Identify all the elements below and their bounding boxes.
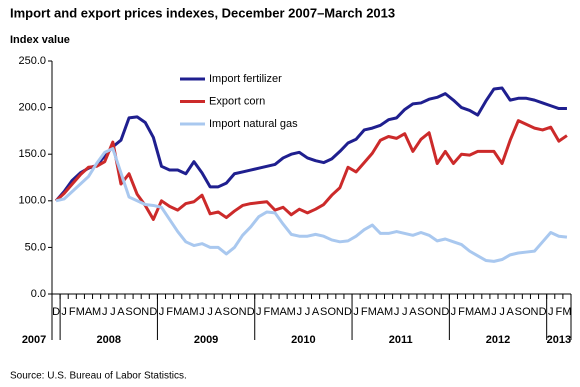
year-label: 2008 xyxy=(97,334,121,346)
x-tick-label: F xyxy=(166,306,173,318)
x-tick-label: N xyxy=(141,306,149,318)
x-tick-label: N xyxy=(433,306,441,318)
x-tick-label: O xyxy=(522,306,531,318)
x-tick-label: O xyxy=(327,306,336,318)
source-note: Source: U.S. Bureau of Labor Statistics. xyxy=(10,371,187,382)
x-tick-label: F xyxy=(458,306,465,318)
year-label: 2013 xyxy=(547,334,571,346)
x-tick-label: D xyxy=(344,306,352,318)
x-tick-label: A xyxy=(507,306,515,318)
x-tick-label: A xyxy=(312,306,320,318)
x-tick-label: N xyxy=(336,306,344,318)
y-axis-label: Index value xyxy=(10,34,70,46)
x-tick-label: M xyxy=(189,306,198,318)
x-tick-label: J xyxy=(159,306,165,318)
x-tick-label: M xyxy=(270,306,279,318)
x-tick-label: J xyxy=(256,306,262,318)
series-line xyxy=(54,86,567,202)
x-tick-label: O xyxy=(425,306,434,318)
x-tick-label: A xyxy=(474,306,482,318)
y-tick-label: 150.0 xyxy=(18,148,46,160)
x-tick-label: A xyxy=(85,306,93,318)
x-tick-label: O xyxy=(133,306,142,318)
legend-label: Import natural gas xyxy=(209,118,298,130)
series-line xyxy=(55,119,568,221)
y-tick-label: 250.0 xyxy=(18,55,46,67)
x-tick-label: A xyxy=(117,306,125,318)
x-tick-label: J xyxy=(394,306,400,318)
x-tick-label: J xyxy=(297,306,303,318)
x-tick-label: D xyxy=(539,306,547,318)
x-tick-label: F xyxy=(555,306,562,318)
x-tick-label: M xyxy=(562,306,571,318)
x-tick-label: D xyxy=(149,306,157,318)
x-tick-label: J xyxy=(61,306,67,318)
x-tick-label: N xyxy=(531,306,539,318)
x-tick-label: M xyxy=(287,306,296,318)
x-tick-label: A xyxy=(409,306,417,318)
x-tick-label: A xyxy=(377,306,385,318)
x-tick-label: S xyxy=(515,306,522,318)
y-tick-label: 50.0 xyxy=(25,241,46,253)
year-label: 2012 xyxy=(486,334,510,346)
x-tick-label: S xyxy=(417,306,424,318)
y-tick-label: 100.0 xyxy=(18,195,46,207)
x-tick-label: D xyxy=(52,306,60,318)
year-label: 2011 xyxy=(389,334,413,346)
x-tick-label: J xyxy=(548,306,554,318)
x-tick-label: F xyxy=(264,306,271,318)
chart-title: Import and export prices indexes, Decemb… xyxy=(10,5,395,20)
x-tick-label: J xyxy=(491,306,497,318)
x-tick-label: M xyxy=(384,306,393,318)
x-tick-label: J xyxy=(102,306,108,318)
x-tick-label: S xyxy=(320,306,327,318)
x-tick-label: J xyxy=(207,306,213,318)
legend-label: Import fertilizer xyxy=(209,73,282,85)
x-tick-label: J xyxy=(451,306,457,318)
x-tick-label: M xyxy=(465,306,474,318)
x-tick-label: D xyxy=(441,306,449,318)
x-tick-label: F xyxy=(361,306,368,318)
x-tick-label: A xyxy=(279,306,287,318)
x-tick-label: J xyxy=(353,306,359,318)
x-tick-label: M xyxy=(173,306,182,318)
x-tick-label: M xyxy=(368,306,377,318)
x-tick-label: J xyxy=(402,306,408,318)
year-label: 2010 xyxy=(291,334,315,346)
x-tick-label: A xyxy=(215,306,223,318)
x-tick-label: J xyxy=(199,306,205,318)
x-tick-label: S xyxy=(125,306,132,318)
x-tick-label: M xyxy=(76,306,85,318)
x-tick-label: F xyxy=(69,306,76,318)
x-tick-label: A xyxy=(182,306,190,318)
x-tick-label: D xyxy=(247,306,255,318)
x-tick-label: S xyxy=(223,306,230,318)
y-tick-label: 200.0 xyxy=(18,102,46,114)
x-tick-label: J xyxy=(305,306,311,318)
year-label: 2007 xyxy=(22,334,46,346)
x-tick-label: O xyxy=(230,306,239,318)
y-tick-label: 0.0 xyxy=(31,288,46,300)
x-tick-label: M xyxy=(92,306,101,318)
x-tick-label: M xyxy=(481,306,490,318)
x-tick-label: J xyxy=(499,306,505,318)
legend-label: Export corn xyxy=(209,95,265,107)
year-label: 2009 xyxy=(194,334,218,346)
series-line xyxy=(55,147,568,263)
x-tick-label: N xyxy=(239,306,247,318)
x-tick-label: J xyxy=(110,306,116,318)
